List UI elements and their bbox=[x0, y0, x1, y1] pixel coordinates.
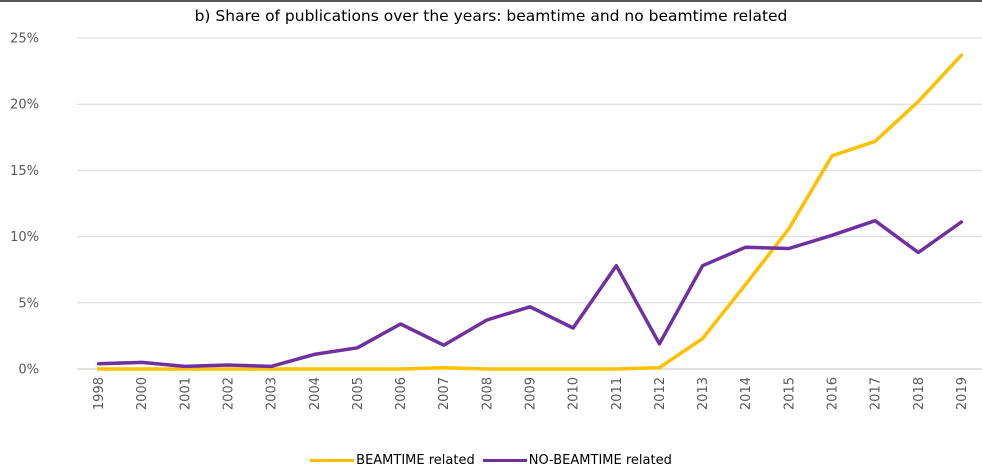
series-line-no-beamtime bbox=[96, 218, 964, 369]
x-tick-label: 2003 bbox=[265, 377, 280, 410]
legend-item-beamtime: BEAMTIME related bbox=[310, 453, 475, 468]
x-axis-ticks: 1998 2000 2001 2002 2003 2004 2005 2006 2007 2008… bbox=[92, 377, 970, 410]
x-tick-label: 2017 bbox=[869, 377, 884, 410]
y-tick-label: 15% bbox=[10, 164, 39, 179]
x-tick-label: 2019 bbox=[955, 377, 970, 410]
series-line-beamtime bbox=[96, 53, 964, 371]
y-tick-label: 0% bbox=[18, 363, 39, 378]
line-chart: 0% 5% 10% 15% 20% 25% 1998 2000 2001 2002 2003 200… bbox=[10, 32, 982, 410]
y-tick-label: 25% bbox=[10, 32, 39, 47]
x-tick-label: 2004 bbox=[308, 377, 323, 410]
x-tick-label: 2002 bbox=[222, 377, 237, 410]
chart-title: b) Share of publications over the years:… bbox=[194, 7, 788, 25]
x-tick-label: 2007 bbox=[437, 377, 452, 410]
x-tick-label: 2011 bbox=[610, 377, 625, 410]
x-tick-label: 1998 bbox=[92, 377, 107, 410]
x-tick-label: 2015 bbox=[782, 377, 797, 410]
legend-swatch-no-beamtime bbox=[482, 459, 527, 462]
x-tick-label: 2005 bbox=[351, 377, 366, 410]
x-tick-label: 2016 bbox=[826, 377, 841, 410]
x-tick-label: 2013 bbox=[696, 377, 711, 410]
x-tick-label: 2008 bbox=[480, 377, 495, 410]
x-tick-label: 2006 bbox=[394, 377, 409, 410]
legend: BEAMTIME related NO-BEAMTIME related bbox=[0, 453, 982, 468]
x-tick-label: 2014 bbox=[739, 377, 754, 410]
y-tick-label: 10% bbox=[10, 230, 39, 245]
y-tick-label: 20% bbox=[10, 98, 39, 113]
legend-label-beamtime: BEAMTIME related bbox=[356, 453, 475, 468]
gridlines bbox=[77, 37, 982, 370]
legend-swatch-beamtime bbox=[310, 459, 355, 462]
x-tick-label: 2000 bbox=[135, 377, 150, 410]
x-tick-label: 2010 bbox=[567, 377, 582, 410]
x-tick-label: 2018 bbox=[912, 377, 927, 410]
x-tick-label: 2001 bbox=[178, 377, 193, 410]
legend-label-no-beamtime: NO-BEAMTIME related bbox=[528, 453, 672, 468]
top-border bbox=[0, 0, 982, 2]
y-tick-label: 5% bbox=[18, 296, 39, 311]
x-tick-label: 2012 bbox=[653, 377, 668, 410]
plot-series bbox=[96, 53, 964, 371]
y-axis-ticks: 0% 5% 10% 15% 20% 25% bbox=[10, 32, 39, 378]
legend-item-no-beamtime: NO-BEAMTIME related bbox=[482, 453, 672, 468]
x-tick-label: 2009 bbox=[524, 377, 539, 410]
